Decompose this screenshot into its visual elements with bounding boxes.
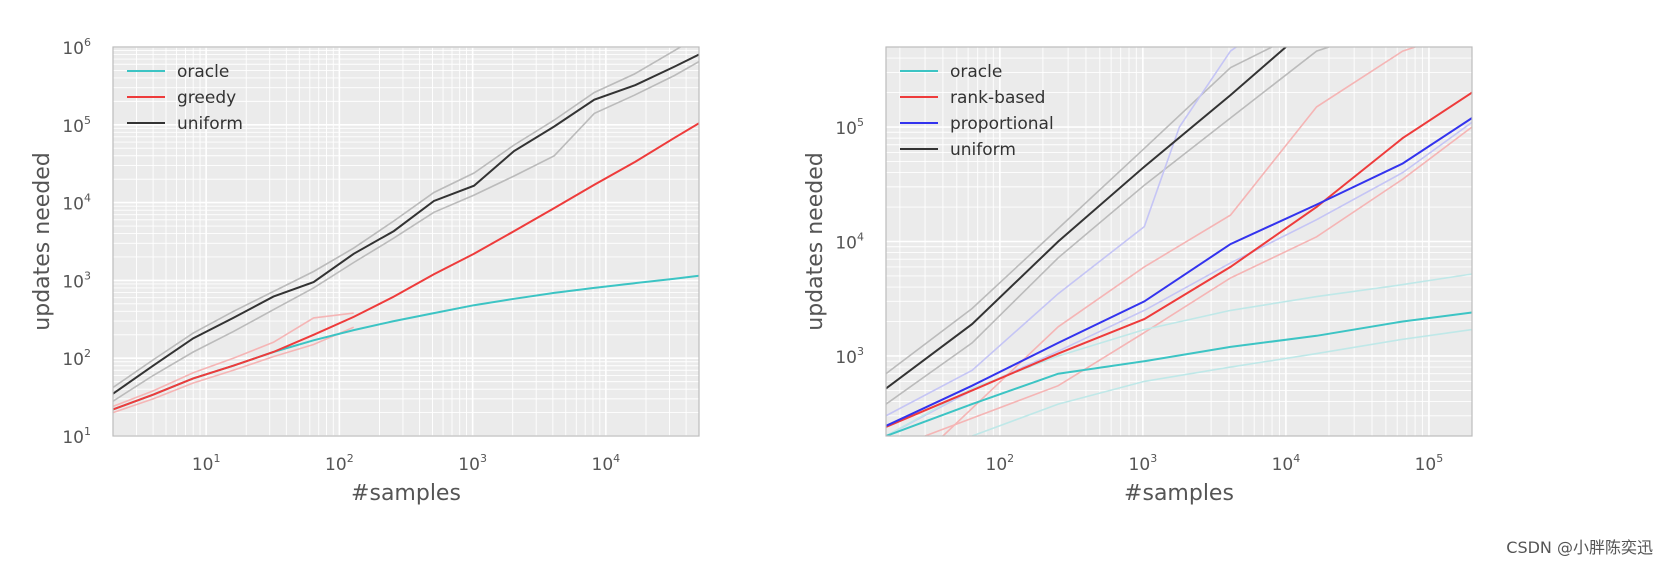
chart2-band-line-7 <box>886 273 1472 436</box>
chart2-ytick-label: 105 <box>835 116 864 139</box>
chart1-xtick-label: 101 <box>192 452 221 475</box>
chart2-xtick-label: 102 <box>986 452 1015 475</box>
chart1-series-uniform <box>113 53 699 395</box>
chart1-legend-label-oracle: oracle <box>177 62 229 82</box>
chart1-xtick-label: 102 <box>325 452 354 475</box>
chart1-xtick-label: 103 <box>458 452 487 475</box>
chart2-legend: oracle rank-based proportional uniform <box>900 62 1054 160</box>
chart1-x-axis-label: #samples <box>351 481 461 506</box>
chart1-grid <box>112 46 700 437</box>
chart1-series-greedy <box>113 122 699 411</box>
chart1-xtick-label: 104 <box>592 452 621 475</box>
chart1-ytick-label: 103 <box>62 269 91 292</box>
chart2-series-oracle <box>886 311 1472 436</box>
chart2-ytick-label: 103 <box>835 345 864 368</box>
chart2-series-rank-based <box>886 91 1472 428</box>
chart2-series-proportional <box>886 117 1472 427</box>
chart2-y-axis-label: updates needed <box>803 152 828 330</box>
chart2-lines <box>886 47 1472 436</box>
chart1-band-line-4 <box>113 326 355 414</box>
chart1-y-axis-label: updates needed <box>30 152 55 330</box>
chart1-frame <box>112 46 700 437</box>
chart2-legend-label-rank-based: rank-based <box>950 88 1045 108</box>
chart1-legend-label-greedy: greedy <box>177 88 236 108</box>
chart1-legend: oracle greedy uniform <box>127 62 243 134</box>
chart2-grid <box>886 46 1473 437</box>
chart2-band-line-3 <box>886 47 1237 417</box>
chart1-ytick-label: 102 <box>62 347 91 370</box>
chart2-ytick-label: 104 <box>835 231 864 254</box>
chart1-ytick-label: 104 <box>62 192 91 215</box>
chart1: 101 102 103 104 101 102 103 104 105 106 #samples up… <box>30 36 700 506</box>
chart2-frame <box>885 46 1473 437</box>
chart2-legend-label-uniform: uniform <box>950 140 1016 160</box>
chart1-band-line-2 <box>113 60 699 402</box>
chart2-band-line-5 <box>942 47 1416 436</box>
chart2-band-line-2 <box>886 47 1330 405</box>
chart1-legend-label-uniform: uniform <box>177 114 243 134</box>
chart2-band-line-1 <box>886 47 1273 375</box>
chart1-lines <box>113 47 699 414</box>
chart1-ytick-label: 101 <box>62 425 91 448</box>
chart1-ytick-label: 105 <box>62 114 91 137</box>
chart2-series-uniform <box>886 47 1287 390</box>
chart1-ytick-label: 106 <box>62 36 91 59</box>
chart2-legend-label-oracle: oracle <box>950 62 1002 82</box>
chart2-legend-label-proportional: proportional <box>950 114 1054 134</box>
chart1-band-line-1 <box>113 47 682 389</box>
watermark: CSDN @小胖陈奕迅 <box>1506 538 1653 557</box>
chart1-plot-area <box>113 47 699 436</box>
chart2-band-line-8 <box>971 328 1472 436</box>
chart2-band-line-6 <box>924 126 1472 436</box>
chart2-x-axis-label: #samples <box>1124 481 1234 506</box>
chart2-xtick-label: 105 <box>1415 452 1444 475</box>
chart2-xtick-label: 103 <box>1129 452 1158 475</box>
chart2: 102 103 104 105 103 104 105 #samples updates nee… <box>803 46 1473 506</box>
chart2-xtick-label: 104 <box>1272 452 1301 475</box>
chart1-band-line-3 <box>113 312 354 408</box>
